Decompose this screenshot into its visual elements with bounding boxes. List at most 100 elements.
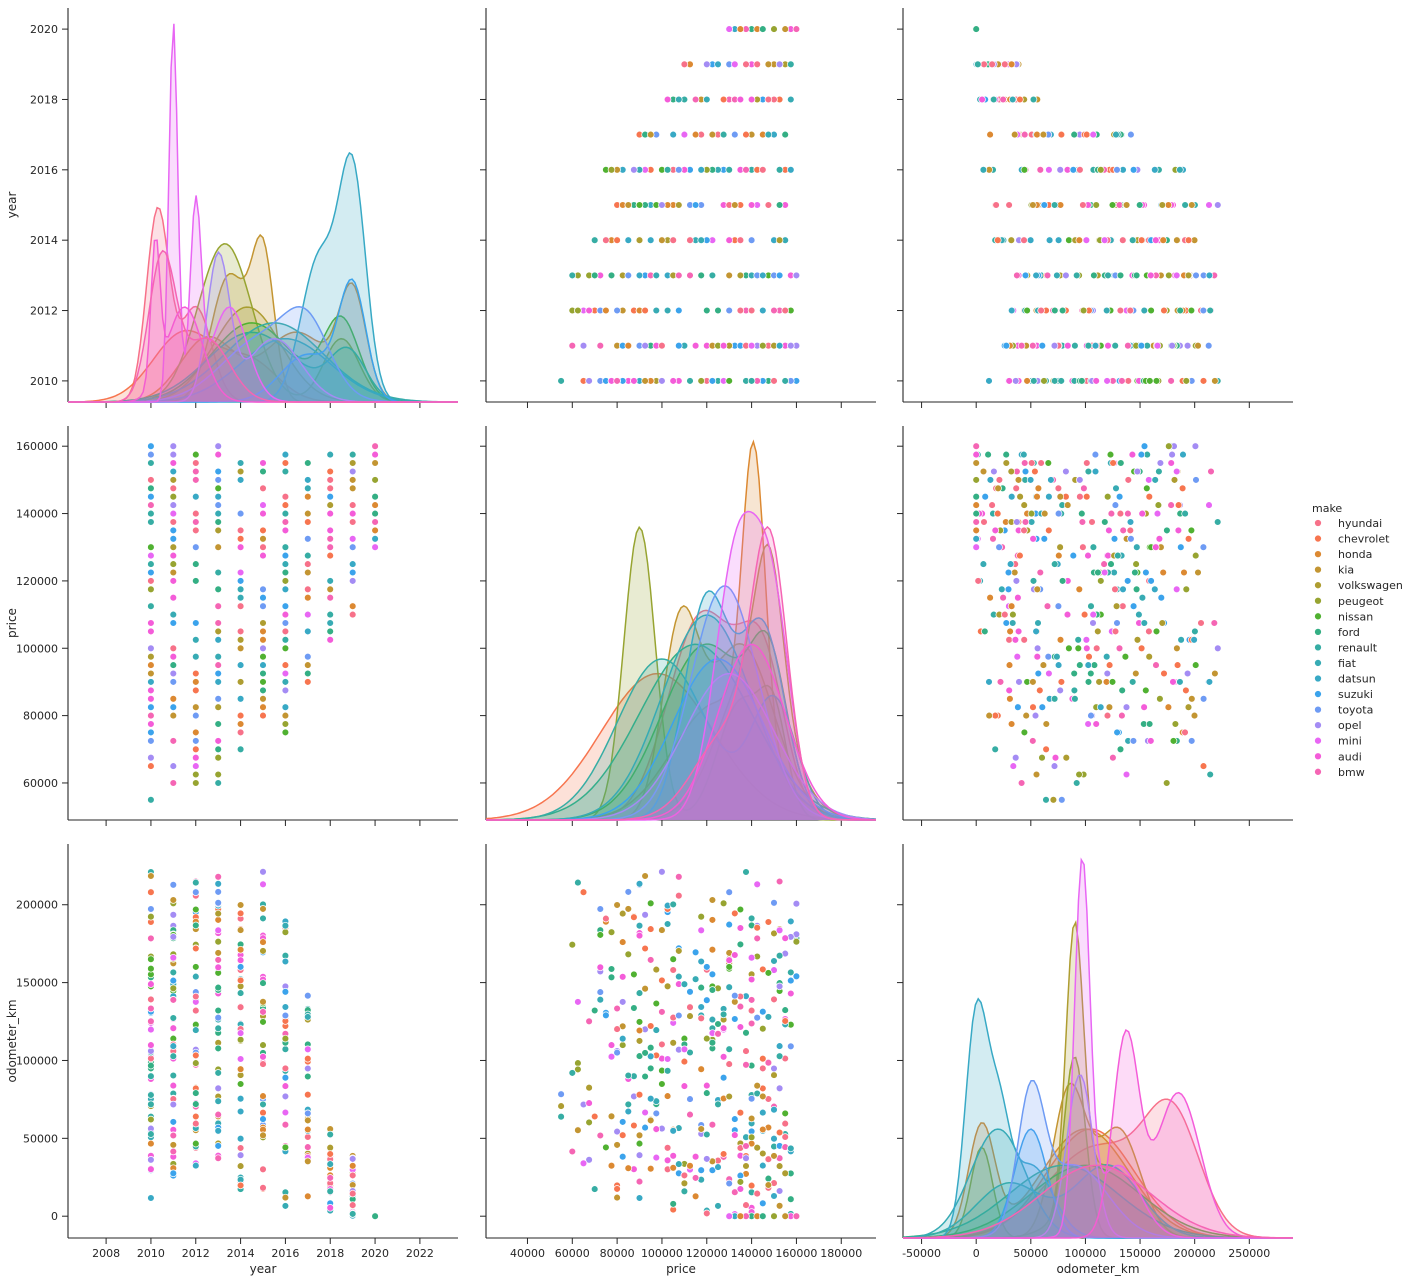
scatter-point	[304, 1013, 312, 1021]
scatter-point	[169, 1042, 178, 1050]
scatter-point	[192, 577, 200, 585]
legend-marker-fiat	[1314, 659, 1322, 667]
scatter-point	[147, 1041, 155, 1049]
scatter-point	[1040, 201, 1049, 209]
scatter-point	[1140, 442, 1149, 450]
scatter-point	[781, 1169, 789, 1178]
scatter-point	[236, 476, 245, 484]
scatter-point	[1032, 271, 1040, 280]
scatter-point	[192, 1059, 200, 1067]
scatter-point	[259, 1060, 267, 1068]
scatter-point	[646, 1116, 655, 1125]
scatter-point	[747, 996, 756, 1004]
scatter-point	[675, 873, 683, 881]
scatter-point	[708, 271, 717, 280]
scatter-point	[1127, 130, 1135, 139]
scatter-point	[259, 535, 267, 543]
scatter-point	[192, 888, 200, 896]
scatter-point	[585, 306, 593, 315]
y-tick-label: 2020	[30, 23, 58, 36]
scatter-point	[1054, 484, 1063, 493]
scatter-point	[641, 1049, 649, 1057]
scatter-point	[214, 916, 222, 924]
scatter-point	[1029, 95, 1038, 104]
scatter-point	[214, 1024, 222, 1033]
scatter-point	[596, 988, 605, 996]
scatter-point	[1199, 695, 1208, 703]
scatter-point	[326, 484, 334, 493]
scatter-point	[691, 975, 700, 983]
scatter-point	[147, 737, 155, 745]
scatter-point	[708, 916, 717, 924]
scatter-point	[1187, 737, 1196, 745]
scatter-point	[304, 669, 312, 678]
scatter-point	[1108, 201, 1117, 209]
scatter-point	[1062, 271, 1070, 280]
scatter-point	[1119, 585, 1127, 594]
scatter-point	[980, 60, 988, 69]
scatter-point	[259, 914, 267, 923]
scatter-point	[697, 1014, 705, 1023]
panel-price-vs-odometer_km	[897, 426, 1293, 826]
scatter-point	[169, 543, 178, 551]
scatter-point	[281, 518, 290, 526]
scatter-point	[348, 543, 357, 551]
scatter-point	[1122, 703, 1131, 711]
scatter-point	[1023, 306, 1031, 315]
scatter-point	[169, 1100, 178, 1109]
scatter-point	[259, 1100, 267, 1109]
scatter-point	[326, 1130, 334, 1139]
scatter-point	[574, 1126, 582, 1134]
scatter-point	[686, 236, 694, 244]
scatter-point	[214, 949, 222, 957]
scatter-point	[348, 568, 357, 577]
scatter-point	[658, 341, 666, 350]
scatter-point	[1137, 644, 1146, 653]
scatter-point	[214, 467, 222, 476]
scatter-point	[326, 1204, 334, 1212]
scatter-point	[192, 678, 200, 686]
scatter-point	[972, 442, 980, 450]
scatter-point	[259, 711, 267, 720]
scatter-point	[192, 652, 200, 661]
scatter-point	[703, 1081, 711, 1090]
legend-marker-renault	[1314, 643, 1322, 652]
scatter-point	[736, 1108, 745, 1117]
scatter-point	[1194, 568, 1202, 577]
scatter-point	[1020, 130, 1029, 139]
scatter-point	[703, 60, 711, 69]
scatter-point	[1112, 484, 1120, 493]
scatter-point	[557, 1090, 565, 1098]
scatter-point	[214, 873, 222, 881]
scatter-point	[1168, 341, 1176, 350]
scatter-point	[736, 1212, 745, 1220]
scatter-point	[147, 1061, 155, 1070]
legend-label-chevrolet: chevrolet	[1338, 533, 1390, 546]
scatter-point	[1105, 703, 1114, 711]
scatter-point	[568, 940, 577, 949]
scatter-point	[613, 1141, 621, 1149]
scatter-point	[646, 925, 655, 933]
scatter-point	[652, 999, 661, 1008]
scatter-point	[348, 1210, 357, 1218]
scatter-point	[304, 476, 312, 484]
scatter-point	[781, 1212, 789, 1220]
scatter-point	[1008, 95, 1017, 104]
scatter-point	[669, 966, 677, 974]
kde-line-bmw	[68, 249, 458, 403]
scatter-point	[1165, 271, 1173, 280]
scatter-point	[1026, 476, 1035, 484]
y-tick-label: 120000	[16, 575, 58, 588]
legend-label-opel: opel	[1338, 719, 1362, 732]
scatter-point	[1213, 518, 1222, 526]
legend-marker-kia	[1314, 565, 1322, 574]
scatter-point	[675, 306, 683, 315]
scatter-point	[680, 1171, 689, 1180]
scatter-point	[663, 982, 672, 991]
scatter-point	[1163, 526, 1171, 535]
scatter-point	[236, 1134, 245, 1143]
scatter-price-vs-year	[147, 442, 379, 804]
scatter-point	[1049, 796, 1058, 804]
scatter-point	[635, 1090, 644, 1099]
scatter-point	[995, 543, 1003, 551]
